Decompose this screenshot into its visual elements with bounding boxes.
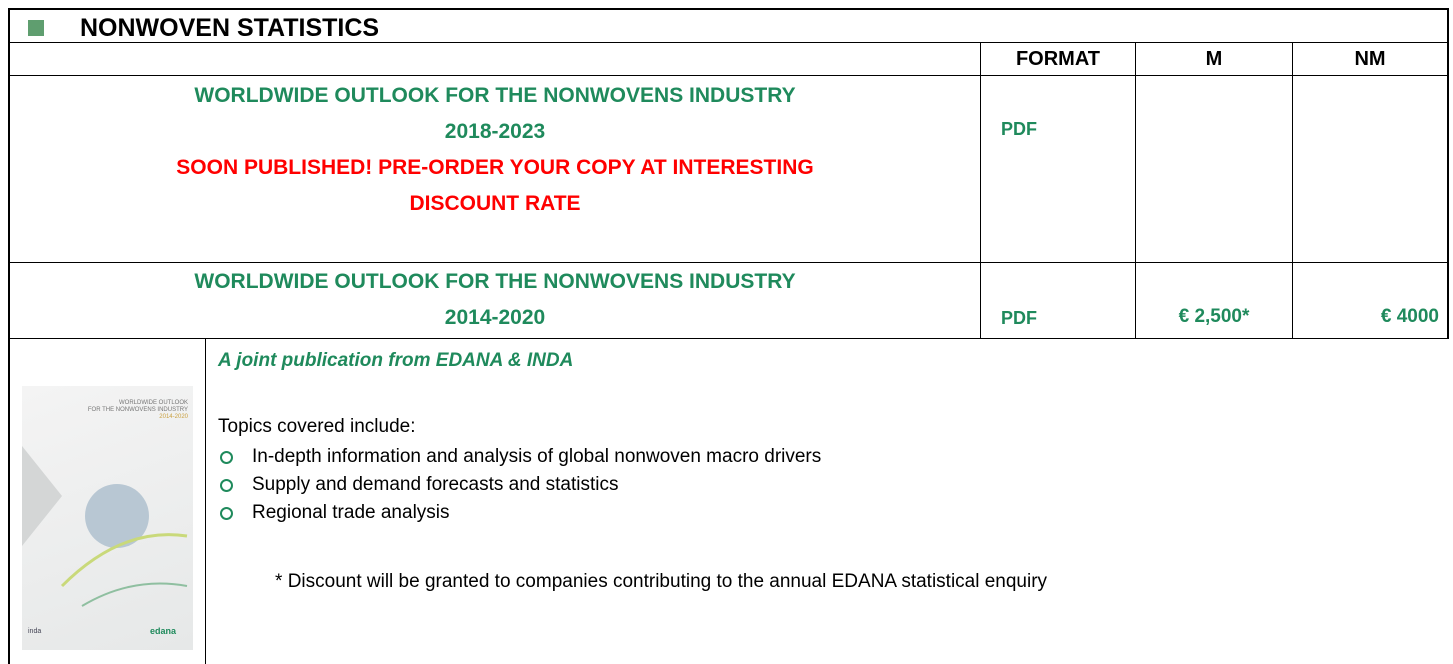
cover-title: WORLDWIDE OUTLOOK FOR THE NONWOVENS INDU… <box>86 400 188 421</box>
cover-art <box>22 386 193 650</box>
footnote-text: Discount will be granted to companies co… <box>288 571 1047 592</box>
product-title: WORLDWIDE OUTLOOK FOR THE NONWOVENS INDU… <box>10 264 980 336</box>
cover-years: 2014-2020 <box>86 414 188 421</box>
cover-title-line: FOR THE NONWOVENS INDUSTRY <box>86 407 188 414</box>
border <box>980 42 981 338</box>
cover-swoosh <box>62 535 187 586</box>
title-line: 2018-2023 <box>10 114 980 150</box>
cover-swoosh <box>82 584 187 607</box>
border <box>8 8 1449 10</box>
column-header: NM <box>1293 46 1447 72</box>
border <box>205 338 206 664</box>
border <box>1135 42 1136 338</box>
footnote: * Discount will be granted to companies … <box>275 571 1047 593</box>
notice-line: SOON PUBLISHED! PRE-ORDER YOUR COPY AT I… <box>10 150 980 186</box>
cover-logo: edana <box>150 626 176 636</box>
tagline: A joint publication from EDANA & INDA <box>218 350 573 372</box>
topic-text: In-depth information and analysis of glo… <box>252 446 821 468</box>
border <box>8 262 1449 263</box>
format: PDF <box>1001 118 1037 140</box>
topic-bullet <box>220 451 233 464</box>
title-line: WORLDWIDE OUTLOOK FOR THE NONWOVENS INDU… <box>10 264 980 300</box>
border <box>1292 42 1293 338</box>
price-non-member: € 4000 <box>1293 306 1439 328</box>
topic-text: Regional trade analysis <box>252 502 450 524</box>
border <box>1447 8 1449 338</box>
topic-bullet <box>220 507 233 520</box>
page-title: NONWOVEN STATISTICS <box>80 12 379 44</box>
border <box>8 338 1449 339</box>
notice-line: DISCOUNT RATE <box>10 186 980 222</box>
column-header: M <box>1136 46 1292 72</box>
footnote-mark: * <box>275 571 282 592</box>
title-line: WORLDWIDE OUTLOOK FOR THE NONWOVENS INDU… <box>10 78 980 114</box>
cover-chevron <box>22 446 62 546</box>
intro: Topics covered include: <box>218 416 416 438</box>
border <box>8 75 1449 76</box>
product-title: WORLDWIDE OUTLOOK FOR THE NONWOVENS INDU… <box>10 78 980 222</box>
bullet-square <box>28 20 44 36</box>
cover-logo: inda <box>28 628 41 635</box>
cover-title-line: WORLDWIDE OUTLOOK <box>86 400 188 407</box>
topic-text: Supply and demand forecasts and statisti… <box>252 474 618 496</box>
title-line: 2014-2020 <box>10 300 980 336</box>
page: NONWOVEN STATISTICS FORMAT M NM WORLDWID… <box>0 0 1453 664</box>
price-member: € 2,500* <box>1136 306 1292 328</box>
column-header: FORMAT <box>981 46 1135 72</box>
topic-bullet <box>220 479 233 492</box>
cover-image: WORLDWIDE OUTLOOK FOR THE NONWOVENS INDU… <box>22 386 193 650</box>
format: PDF <box>1001 307 1037 329</box>
